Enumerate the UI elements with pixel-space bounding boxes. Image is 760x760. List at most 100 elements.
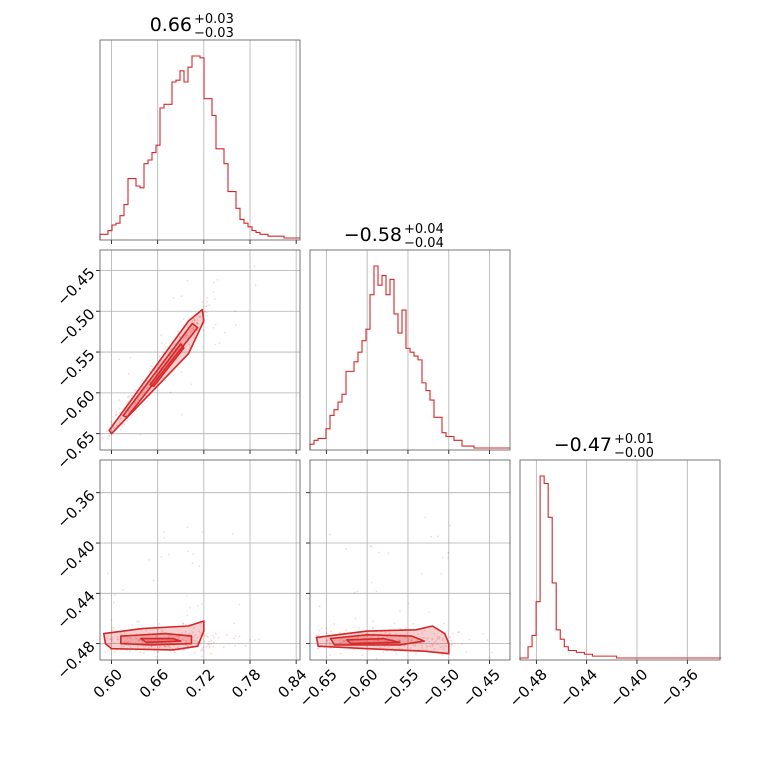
scatter-point (232, 532, 234, 535)
scatter-point (318, 633, 321, 636)
scatter-point (149, 639, 152, 642)
scatter-point (371, 636, 374, 639)
scatter-point (394, 650, 397, 653)
scatter-point (354, 617, 357, 620)
scatter-point (225, 634, 228, 636)
panel-frame (99, 459, 301, 661)
scatter-point (137, 639, 140, 642)
scatter-point (429, 645, 432, 648)
scatter-point (157, 364, 160, 366)
histogram-title-1: −0.58 +0.04−0.04 (344, 222, 444, 251)
scatter-point (196, 641, 199, 644)
scatter-point (127, 395, 130, 398)
scatter-point (238, 635, 241, 638)
scatter-point (342, 640, 345, 643)
scatter-point (113, 594, 116, 597)
scatter-point (203, 633, 206, 636)
scatter-point (115, 413, 118, 416)
scatter-point (173, 651, 176, 654)
scatter-point (173, 343, 176, 346)
scatter-point (111, 636, 114, 639)
scatter-point (449, 636, 452, 639)
histogram-title-0: 0.66 +0.03−0.03 (150, 12, 234, 41)
scatter-point (372, 626, 375, 629)
scatter-point (107, 437, 110, 440)
scatter-point (193, 319, 196, 322)
scatter-point (398, 639, 401, 642)
scatter-point (340, 641, 342, 644)
scatter-point (431, 637, 433, 640)
scatter-point (197, 316, 199, 319)
scatter-point (123, 423, 126, 426)
scatter-point (112, 642, 115, 644)
panel-background (310, 460, 510, 660)
scatter-point (193, 322, 195, 324)
scatter-point (328, 533, 331, 536)
scatter-point (201, 530, 204, 533)
scatter-point (414, 644, 417, 647)
scatter-point (330, 630, 332, 633)
scatter-point (138, 638, 140, 641)
scatter-point (339, 631, 342, 634)
scatter-point (161, 629, 164, 632)
scatter-point (117, 638, 119, 641)
scatter-point (145, 629, 147, 632)
scatter-point (119, 428, 122, 431)
title-median: −0.47 (554, 434, 612, 456)
scatter-point (201, 300, 204, 303)
title-plus: +0.04 (404, 222, 444, 237)
panel-2-2 (519, 459, 722, 664)
scatter-point (120, 645, 123, 648)
scatter-point (126, 641, 129, 644)
scatter-point (203, 635, 206, 637)
scatter-point (109, 638, 112, 641)
scatter-point (207, 636, 209, 638)
scatter-point (116, 638, 119, 641)
scatter-point (128, 650, 131, 653)
x-tick-label: −0.60 (336, 665, 381, 710)
scatter-point (123, 631, 126, 634)
scatter-point (190, 328, 193, 331)
scatter-point (147, 646, 150, 649)
scatter-point (338, 639, 341, 642)
scatter-point (107, 435, 110, 438)
scatter-point (127, 640, 130, 643)
scatter-point (460, 642, 463, 645)
scatter-point (200, 649, 202, 652)
scatter-point (185, 594, 188, 597)
scatter-point (431, 644, 434, 647)
scatter-point (122, 645, 125, 648)
scatter-point (155, 635, 157, 638)
panel-frame (309, 459, 511, 661)
scatter-point (158, 646, 161, 648)
scatter-point (155, 656, 158, 658)
scatter-point (370, 545, 373, 548)
scatter-point (424, 516, 427, 519)
scatter-point (440, 572, 443, 575)
scatter-point (206, 300, 208, 303)
scatter-point (134, 401, 136, 404)
scatter-point (399, 610, 401, 612)
scatter-point (110, 619, 113, 622)
scatter-point (447, 551, 450, 554)
scatter-point (154, 634, 157, 637)
scatter-point (113, 626, 115, 629)
scatter-point (200, 655, 203, 658)
scatter-point (158, 355, 161, 358)
scatter-point (186, 279, 189, 282)
scatter-point (121, 425, 123, 428)
scatter-point (438, 637, 440, 640)
scatter-point (200, 648, 203, 651)
scatter-point (106, 572, 109, 575)
scatter-point (189, 606, 191, 609)
scatter-point (373, 639, 376, 642)
scatter-point (421, 636, 424, 639)
scatter-point (206, 305, 208, 307)
scatter-point (118, 419, 121, 422)
scatter-point (101, 437, 104, 440)
scatter-point (217, 637, 220, 640)
scatter-point (318, 629, 321, 632)
scatter-point (214, 632, 217, 635)
scatter-point (403, 644, 406, 647)
scatter-point (253, 639, 256, 641)
